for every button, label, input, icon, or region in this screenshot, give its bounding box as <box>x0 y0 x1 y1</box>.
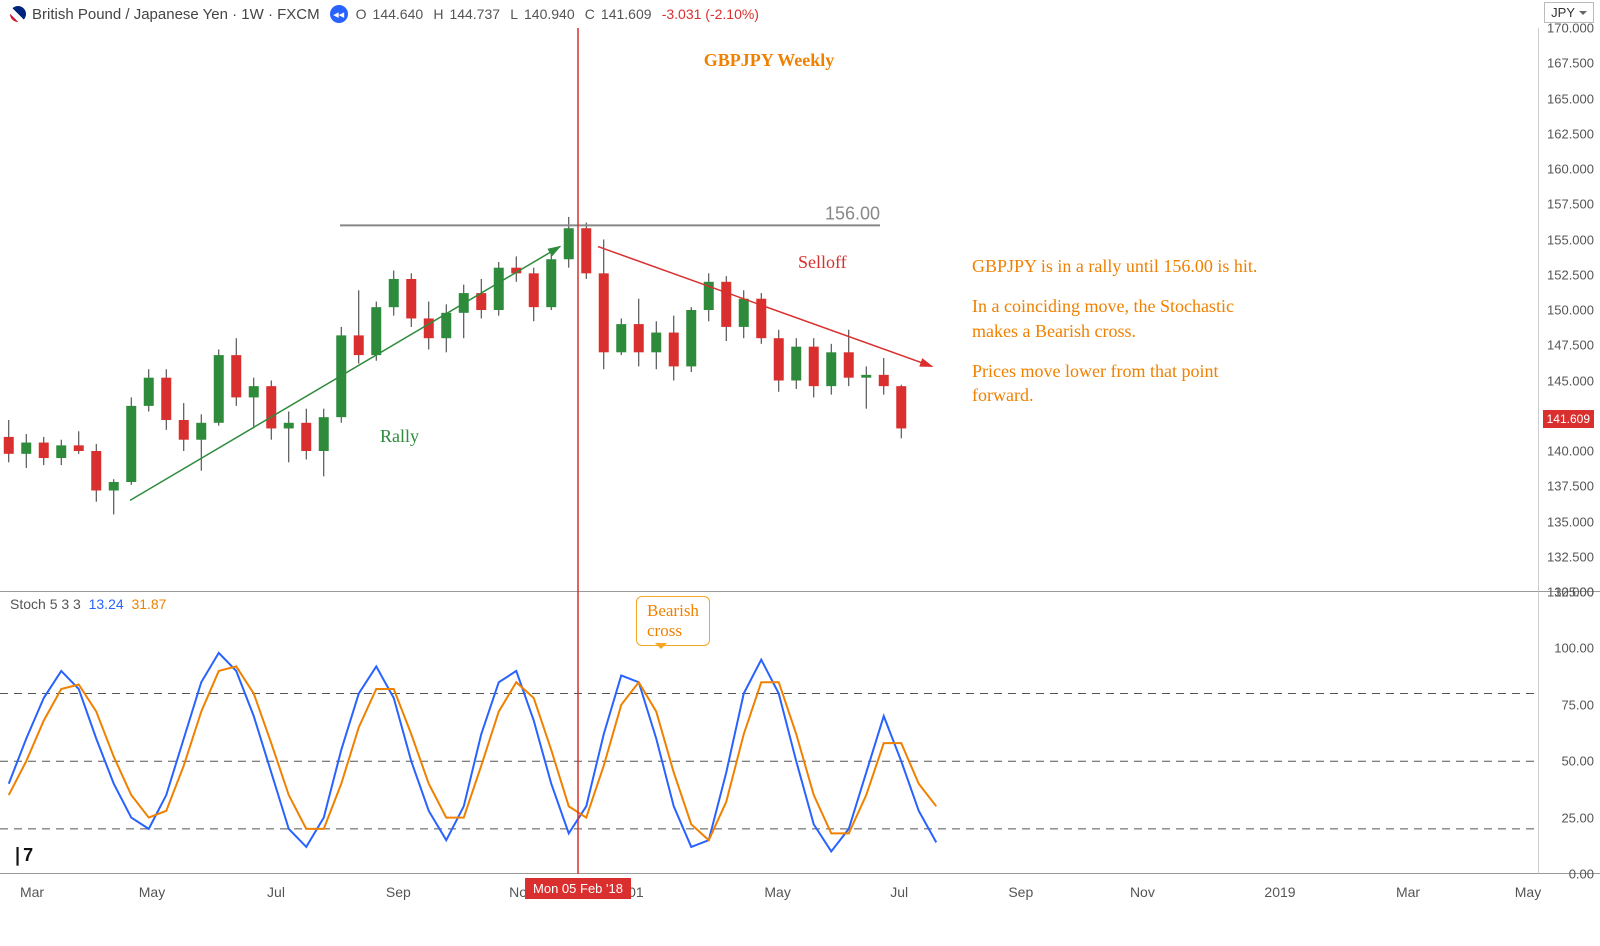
story-text: GBPJPY is in a rally until 156.00 is hit… <box>972 254 1282 423</box>
flag-icon <box>10 6 26 22</box>
stochastic-pane[interactable] <box>0 592 1538 874</box>
ohlc-readout: O144.640 H144.737 L140.940 C141.609 -3.0… <box>356 6 765 23</box>
bearish-cross-callout: Bearishcross <box>636 596 710 646</box>
tradingview-logo-icon: ❘7 <box>10 845 31 866</box>
chart-header: British Pound / Japanese Yen · 1W · FXCM… <box>0 0 1600 28</box>
symbol-title: British Pound / Japanese Yen · 1W · FXCM <box>32 6 320 23</box>
time-axis[interactable]: MarMayJulSepNov201MayJulSepNov2019MarMay… <box>0 874 1538 946</box>
candlestick-chart: 156.00 <box>0 28 1538 592</box>
stochastic-chart <box>0 592 1538 874</box>
price-pane[interactable]: 156.00 <box>0 28 1538 592</box>
chart-title: GBPJPY Weekly <box>0 48 1538 72</box>
price-y-axis: 130.000132.500135.000137.500140.000142.5… <box>1538 28 1600 592</box>
selloff-label: Selloff <box>798 250 847 274</box>
stoch-header: Stoch 5 3 3 13.24 31.87 <box>10 596 166 612</box>
rally-label: Rally <box>380 424 419 448</box>
svg-text:156.00: 156.00 <box>825 203 880 223</box>
stoch-y-axis: 0.0025.0050.0075.00100.00125.00 <box>1538 592 1600 874</box>
replay-icon[interactable]: ◂◂ <box>330 5 348 23</box>
